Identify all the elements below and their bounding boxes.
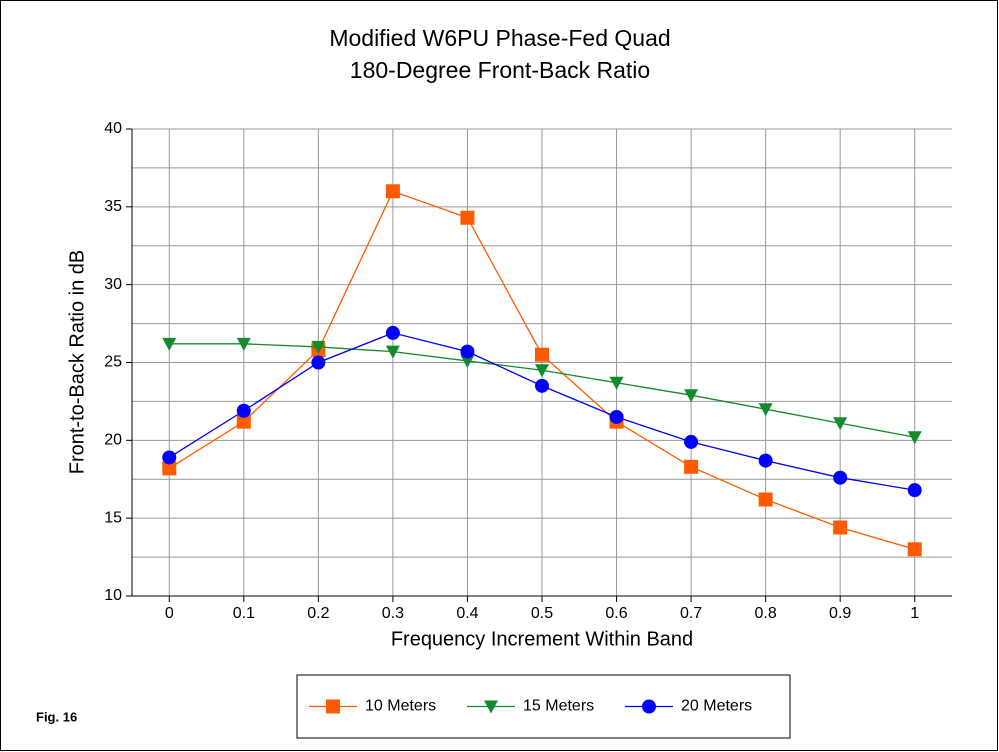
data-point — [684, 459, 699, 474]
y-tick-label: 10 — [104, 587, 122, 604]
y-tick-label: 35 — [104, 198, 122, 215]
x-tick-label: 0.9 — [829, 605, 851, 622]
x-tick-label: 0.1 — [233, 605, 255, 622]
figure-note: Fig. 16 — [36, 709, 77, 724]
data-point — [236, 337, 251, 351]
legend-marker — [484, 700, 498, 714]
legend-box — [296, 674, 791, 739]
data-point — [609, 409, 624, 424]
data-point — [684, 434, 699, 449]
data-point — [758, 453, 773, 468]
x-tick-label: 0.2 — [307, 605, 329, 622]
chart-subtitle: 180-Degree Front-Back Ratio — [350, 57, 650, 83]
data-point — [833, 470, 848, 485]
data-point — [460, 354, 475, 368]
legend-label: 20 Meters — [681, 698, 752, 715]
data-point — [162, 450, 177, 465]
x-tick-label: 0 — [165, 605, 174, 622]
data-point — [535, 378, 549, 393]
data-point — [311, 340, 326, 354]
data-point — [385, 325, 400, 340]
x-tick-label: 0.6 — [605, 605, 627, 622]
y-tick-label: 40 — [104, 120, 122, 137]
legend-marker — [326, 699, 340, 714]
data-point — [758, 492, 773, 507]
data-point — [535, 347, 549, 362]
y-tick-label: 15 — [104, 509, 122, 526]
data-point — [907, 483, 922, 498]
x-tick-label: 0.5 — [531, 605, 553, 622]
data-point — [460, 344, 475, 359]
data-point — [907, 542, 922, 557]
y-tick-label: 20 — [104, 432, 122, 449]
data-point — [385, 345, 400, 359]
legend-label: 10 Meters — [365, 698, 436, 715]
legend-label: 15 Meters — [523, 698, 594, 715]
data-point — [758, 403, 773, 417]
y-tick-label: 30 — [104, 276, 122, 293]
y-tick-label: 25 — [104, 354, 122, 371]
data-point — [535, 364, 549, 378]
y-axis-label: Front-to-Back Ratio in dB — [66, 250, 88, 475]
legend-marker — [642, 699, 656, 714]
data-point — [162, 337, 177, 351]
data-point — [833, 520, 848, 535]
data-point — [236, 414, 251, 429]
data-point — [684, 389, 699, 403]
data-point — [162, 461, 177, 476]
data-point — [833, 417, 848, 431]
data-point — [311, 355, 326, 370]
chart-title: Modified W6PU Phase-Fed Quad — [329, 25, 670, 51]
x-tick-label: 0.7 — [680, 605, 702, 622]
data-point — [236, 403, 251, 418]
data-point — [385, 184, 400, 199]
x-tick-label: 0.8 — [755, 605, 777, 622]
x-tick-label: 1 — [910, 605, 919, 622]
x-axis-label: Frequency Increment Within Band — [391, 628, 693, 650]
data-point — [609, 376, 624, 390]
data-point — [460, 210, 475, 225]
x-tick-label: 0.3 — [382, 605, 404, 622]
data-point — [907, 431, 922, 445]
x-tick-label: 0.4 — [456, 605, 478, 622]
